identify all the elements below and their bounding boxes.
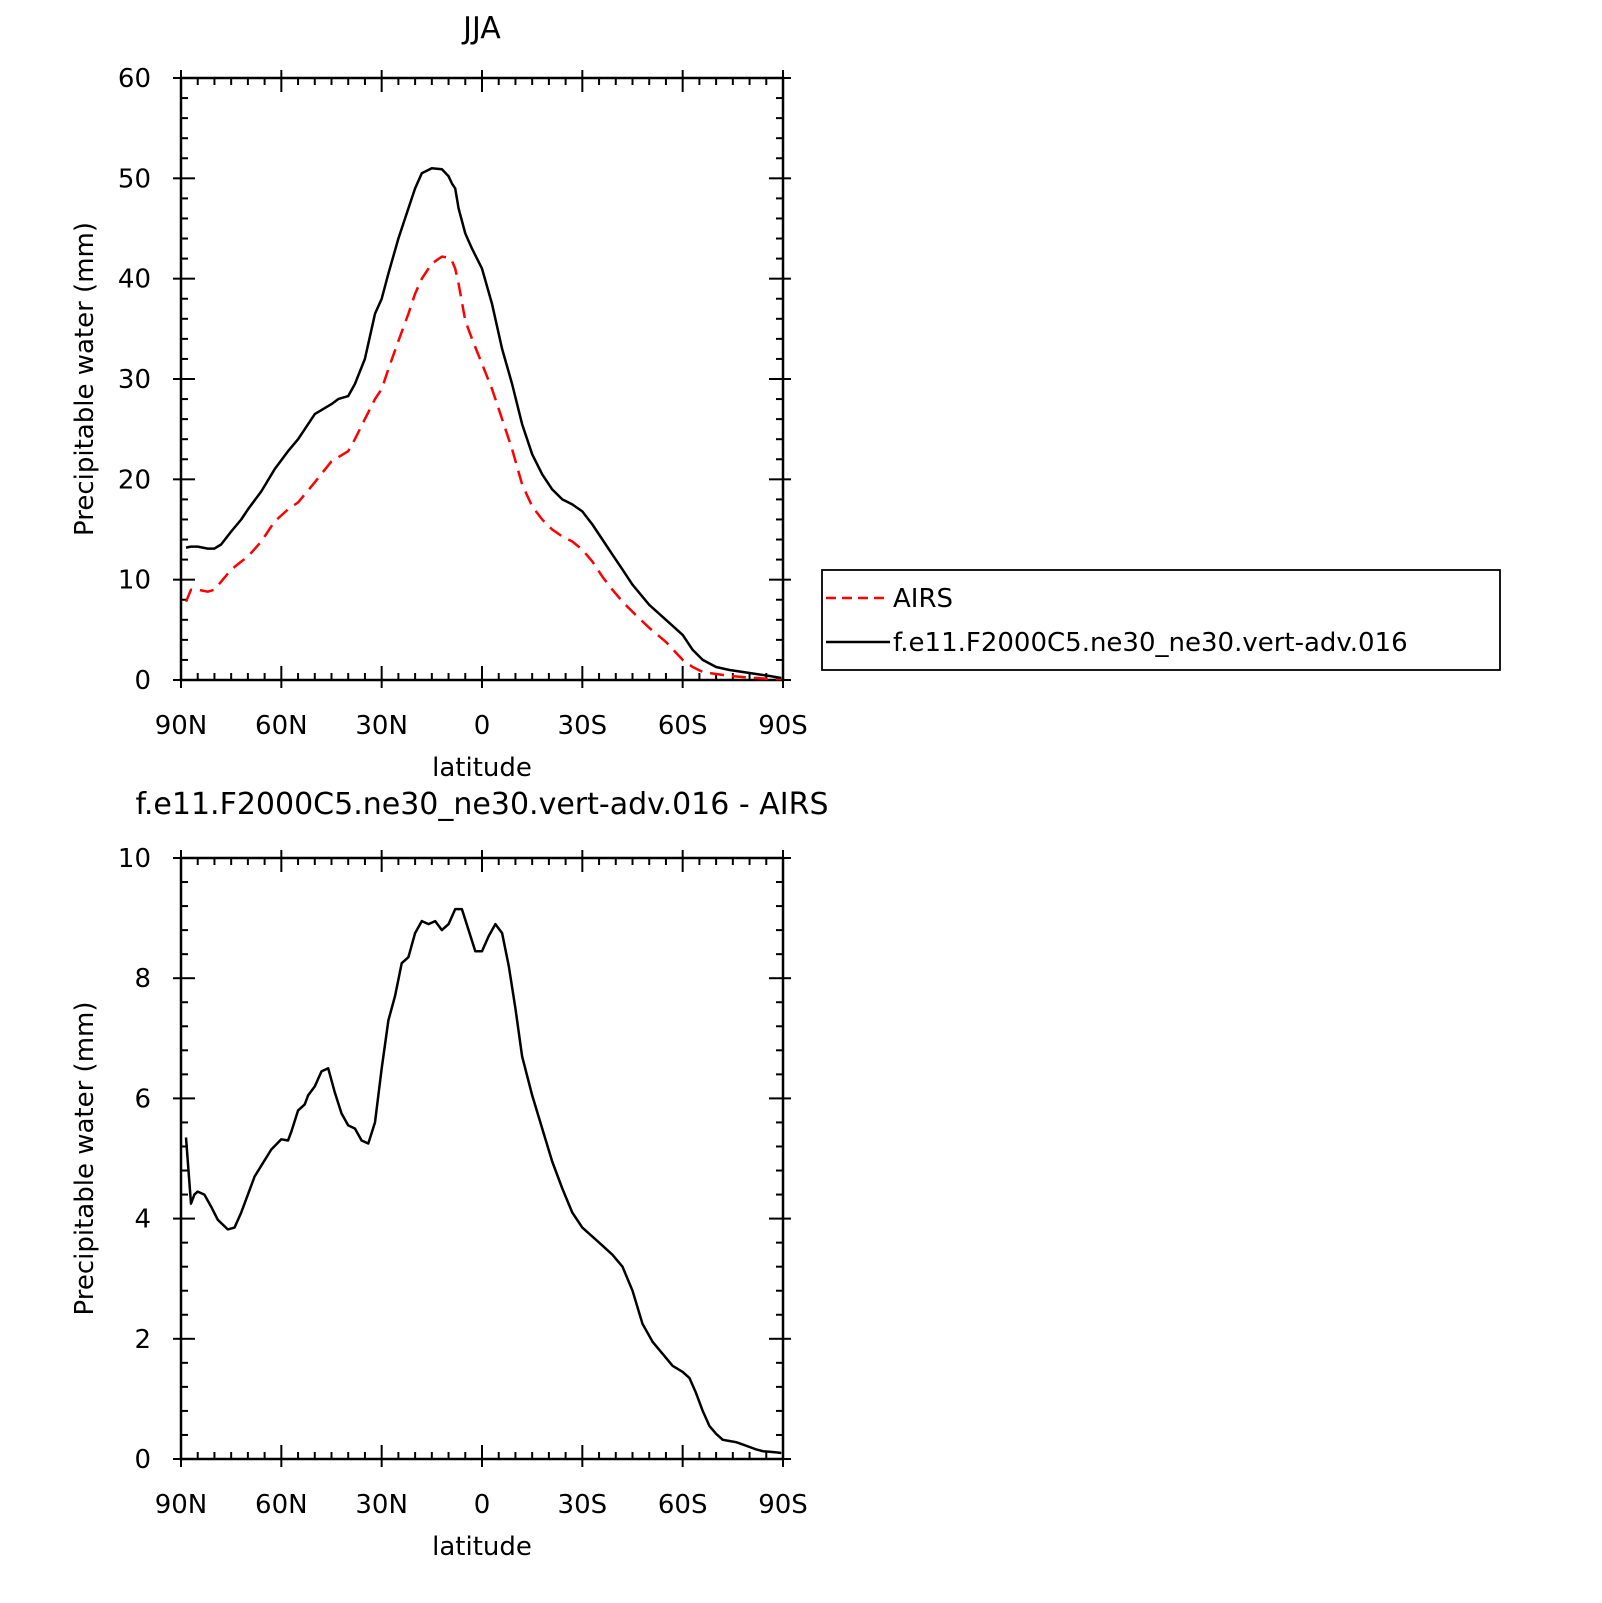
legend-box [821,569,1501,671]
x-tick-label: 90N [155,711,208,741]
x-tick-label: 0 [474,711,491,741]
legend-label-2: f.e11.F2000C5.ne30_ne30.vert-adv.016 [893,628,1408,658]
series-line-2 [185,167,782,680]
x-tick-label: 30N [355,711,408,741]
y-tick-label: 10 [118,566,151,596]
y-tick-label: 8 [134,964,151,994]
y-tick-label: 4 [134,1205,151,1235]
y-tick-label: 50 [118,164,151,194]
chart-title: f.e11.F2000C5.ne30_ne30.vert-adv.016 - A… [135,787,828,822]
x-tick-label: 60N [255,1490,308,1520]
y-tick-label: 10 [118,844,151,874]
y-axis-label: Precipitable water (mm) [70,222,100,536]
top-panel: JJA 90N 60N 30N 0 30S 60S 90S 0 10 20 30 40 50 60 latit… [70,11,808,783]
x-axis-label: latitude [432,753,532,783]
x-tick-label: 90S [758,1490,808,1520]
x-tick-label: 60S [658,1490,708,1520]
x-tick-label: 30S [558,711,608,741]
x-tick-label: 0 [474,1490,491,1520]
x-tick-label: 90S [758,711,808,741]
x-tick-label: 90N [155,1490,208,1520]
bottom-panel: f.e11.F2000C5.ne30_ne30.vert-adv.016 - A… [70,787,829,1562]
y-axis-label: Precipitable water (mm) [70,1002,100,1316]
y-tick-label: 60 [118,64,151,94]
x-tick-label: 60N [255,711,308,741]
y-tick-label: 0 [134,666,151,696]
legend: AIRS f.e11.F2000C5.ne30_ne30.vert-adv.016 [821,569,1501,671]
y-tick-label: 20 [118,465,151,495]
plot-frame [179,76,785,682]
x-tick-label: 30N [355,1490,408,1520]
x-axis-label: latitude [432,1532,532,1562]
x-tick-label: 60S [658,711,708,741]
y-tick-label: 40 [118,265,151,295]
y-tick-label: 6 [134,1084,151,1114]
y-tick-label: 30 [118,365,151,395]
series-line-1 [184,907,782,1455]
y-tick-label: 0 [134,1445,151,1475]
x-tick-label: 30S [558,1490,608,1520]
chart-title: JJA [461,11,501,46]
legend-label-1: AIRS [893,584,953,614]
y-tick-label: 2 [134,1325,151,1355]
